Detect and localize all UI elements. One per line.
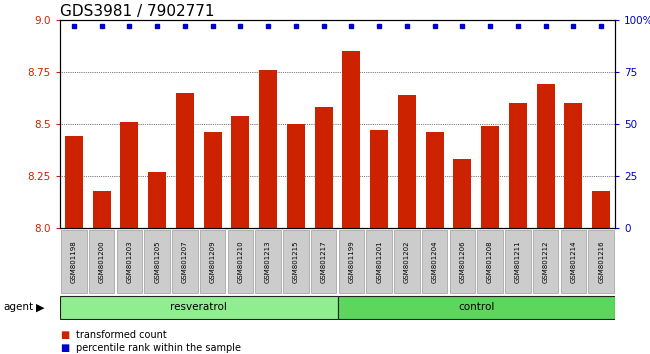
Text: GSM801200: GSM801200 <box>99 240 105 283</box>
Bar <box>203 132 222 228</box>
Bar <box>592 190 610 228</box>
Text: ■: ■ <box>60 330 70 340</box>
FancyBboxPatch shape <box>477 230 503 293</box>
Text: GSM801203: GSM801203 <box>126 240 133 283</box>
FancyBboxPatch shape <box>339 230 364 293</box>
FancyBboxPatch shape <box>227 230 253 293</box>
FancyBboxPatch shape <box>367 230 392 293</box>
Text: GSM801198: GSM801198 <box>71 240 77 283</box>
Text: GSM801201: GSM801201 <box>376 240 382 283</box>
FancyBboxPatch shape <box>394 230 420 293</box>
Text: agent: agent <box>3 303 33 313</box>
FancyBboxPatch shape <box>560 230 586 293</box>
FancyBboxPatch shape <box>172 230 198 293</box>
FancyBboxPatch shape <box>505 230 530 293</box>
Text: GSM801216: GSM801216 <box>598 240 604 283</box>
Text: percentile rank within the sample: percentile rank within the sample <box>76 343 241 353</box>
Bar <box>65 137 83 228</box>
Text: GSM801215: GSM801215 <box>293 240 299 283</box>
FancyBboxPatch shape <box>255 230 281 293</box>
Text: GSM801206: GSM801206 <box>460 240 465 283</box>
Text: GSM801211: GSM801211 <box>515 240 521 283</box>
FancyBboxPatch shape <box>422 230 447 293</box>
FancyBboxPatch shape <box>144 230 170 293</box>
FancyBboxPatch shape <box>311 230 337 293</box>
Text: GSM801210: GSM801210 <box>237 240 243 283</box>
Text: GSM801217: GSM801217 <box>320 240 326 283</box>
Bar <box>92 190 111 228</box>
FancyBboxPatch shape <box>60 296 337 319</box>
FancyBboxPatch shape <box>116 230 142 293</box>
Text: resveratrol: resveratrol <box>170 303 228 313</box>
Bar <box>315 107 333 228</box>
FancyBboxPatch shape <box>283 230 309 293</box>
FancyBboxPatch shape <box>61 230 86 293</box>
FancyBboxPatch shape <box>200 230 226 293</box>
Text: GSM801213: GSM801213 <box>265 240 271 283</box>
FancyBboxPatch shape <box>337 296 615 319</box>
FancyBboxPatch shape <box>450 230 475 293</box>
Bar <box>370 130 388 228</box>
Bar <box>120 122 138 228</box>
Text: GSM801205: GSM801205 <box>154 240 160 283</box>
Text: GDS3981 / 7902771: GDS3981 / 7902771 <box>60 4 214 19</box>
Bar <box>564 103 582 228</box>
Text: control: control <box>458 303 495 313</box>
Text: GSM801202: GSM801202 <box>404 240 410 283</box>
Bar <box>343 51 360 228</box>
Text: ■: ■ <box>60 343 70 353</box>
Bar <box>287 124 305 228</box>
Bar <box>176 93 194 228</box>
Bar <box>398 95 416 228</box>
Text: GSM801204: GSM801204 <box>432 240 437 283</box>
Bar <box>426 132 444 228</box>
Text: GSM801199: GSM801199 <box>348 240 354 283</box>
Bar <box>148 172 166 228</box>
Text: GSM801207: GSM801207 <box>182 240 188 283</box>
Text: ▶: ▶ <box>36 303 45 313</box>
FancyBboxPatch shape <box>588 230 614 293</box>
Text: GSM801214: GSM801214 <box>571 240 577 283</box>
Bar <box>537 85 554 228</box>
Text: GSM801208: GSM801208 <box>487 240 493 283</box>
Text: GSM801209: GSM801209 <box>209 240 216 283</box>
Text: transformed count: transformed count <box>76 330 167 340</box>
FancyBboxPatch shape <box>533 230 558 293</box>
Bar <box>259 70 277 228</box>
Bar <box>231 116 250 228</box>
Bar <box>453 159 471 228</box>
FancyBboxPatch shape <box>89 230 114 293</box>
Bar <box>481 126 499 228</box>
Bar <box>509 103 527 228</box>
Text: GSM801212: GSM801212 <box>543 240 549 283</box>
